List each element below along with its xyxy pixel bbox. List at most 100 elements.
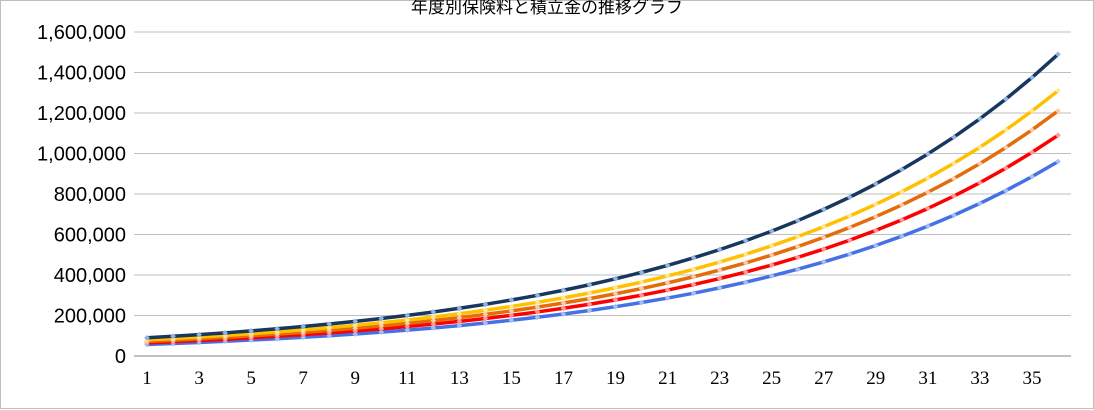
x-tick-label: 5 [246,368,256,389]
x-tick-label: 1 [142,368,152,389]
data-point [846,213,853,219]
data-point [951,212,957,219]
y-tick-label: 800,000 [54,184,126,206]
data-point [820,223,827,230]
data-point [1029,173,1035,180]
data-point [1003,165,1009,171]
data-point [534,304,541,310]
data-point [1003,96,1009,102]
data-point [352,318,359,325]
data-point [977,200,983,207]
data-point [482,320,489,326]
data-point [508,303,515,310]
data-point [977,179,983,186]
data-point [872,227,879,234]
chart-title: 年度別保険料と積立金の推移グラフ [411,0,683,18]
data-point [664,262,671,269]
data-point [846,224,853,231]
data-point [690,281,697,288]
data-point [508,312,515,319]
x-tick-label: 21 [658,368,677,389]
data-point [378,329,385,335]
data-point [742,251,749,258]
data-point [638,285,645,292]
data-point [638,279,645,285]
data-point [898,188,905,195]
data-point [482,311,489,318]
series-line [146,133,1059,345]
data-point [925,223,931,229]
data-point [430,321,437,327]
data-point [820,234,827,241]
data-point [378,315,385,322]
y-tick-label: 600,000 [54,225,126,247]
data-point [300,327,307,333]
data-point [586,301,593,308]
data-point [638,299,645,306]
data-point [872,201,879,208]
data-point [534,299,541,306]
data-point [742,279,749,286]
data-point [456,314,463,321]
data-point [951,193,957,199]
data-point [664,287,671,293]
data-point [1029,149,1035,156]
data-point [846,251,853,257]
data-point [1055,108,1061,114]
data-point [820,259,827,265]
x-tick-label: 33 [970,368,989,389]
data-point [716,285,723,291]
data-point [404,320,411,327]
data-point [430,325,437,331]
data-point [612,284,619,291]
data-point [951,160,957,167]
data-point [612,303,619,310]
data-point [534,314,541,321]
data-point [430,309,437,315]
data-point [456,305,463,312]
data-point [872,213,879,220]
data-point [326,321,333,327]
data-point [482,315,489,322]
data-point [612,297,619,303]
data-point [794,243,801,250]
data-point [560,295,567,301]
x-tick-label: 27 [814,368,833,389]
y-tick-label: 400,000 [54,265,126,287]
data-point [1003,187,1009,194]
data-point [846,237,853,243]
data-point [170,333,176,340]
data-point [794,254,801,261]
data-point [872,181,879,187]
data-point [638,292,645,299]
series-line [146,89,1060,342]
data-point [768,228,775,234]
data-point [144,334,150,341]
data-point [1003,144,1009,151]
data-point [690,254,697,261]
data-point [742,269,749,275]
y-tick-label: 0 [115,346,126,368]
data-point [951,175,957,182]
data-point [898,166,905,173]
data-point [820,206,827,213]
data-point [612,275,619,282]
data-point [925,151,931,157]
data-point [404,312,411,319]
data-point [378,319,385,326]
data-point [1029,108,1035,114]
data-point [482,301,489,308]
data-point [1029,74,1035,81]
data-point [690,266,697,273]
data-point [690,290,697,297]
y-tick-label: 200,000 [54,306,126,328]
data-point [534,309,541,315]
data-point [794,217,801,224]
data-point [742,237,749,244]
data-point [430,317,437,324]
data-point [430,314,437,320]
data-point [977,144,983,151]
x-tick-label: 13 [450,368,469,389]
x-tick-label: 3 [194,368,204,389]
